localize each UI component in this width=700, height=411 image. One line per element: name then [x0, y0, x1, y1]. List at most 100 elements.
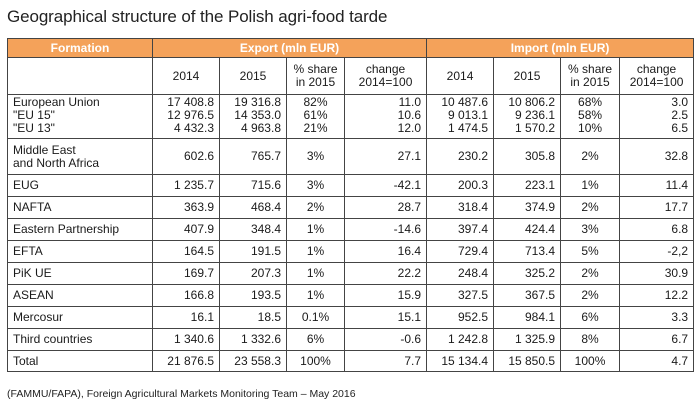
table-row: EUG 1 235.7 715.6 3% -42.1 200.3 223.1 1% 11.4	[7, 174, 695, 197]
cell-import-change: 12.2	[619, 284, 695, 307]
cell-row-label: Third countries	[7, 328, 153, 351]
cell-import-share: 6%	[560, 306, 621, 329]
cell-import-2014: 729.4	[426, 240, 495, 263]
cell-export-share: 0.1%	[286, 306, 345, 329]
subheader-export-change: change 2014=100	[343, 57, 428, 95]
cell-import-2014: 397.4	[426, 218, 495, 241]
cell-import-change: 17.7	[619, 196, 695, 219]
cell-row-label: NAFTA	[7, 196, 153, 219]
source-footnote: (FAMMU/FAPA), Foreign Agricultural Marke…	[7, 388, 356, 400]
total-export-share: 100%	[286, 350, 345, 372]
table-row: Third countries 1 340.6 1 332.6 6% -0.6 1 242…	[7, 328, 695, 351]
cell-export-2014: 363.9	[152, 196, 220, 219]
cell-export-2015: 468.4	[219, 196, 287, 219]
cell-export-2015: 765.7	[219, 138, 287, 175]
total-import-2015: 15 850.5	[493, 350, 562, 372]
table-header-row: Formation Export (mln EUR) Import (mln E…	[7, 38, 695, 58]
cell-export-2015: 348.4	[219, 218, 287, 241]
cell-export-change: 16.4	[343, 240, 428, 263]
subheader-export-share: % share in 2015	[286, 57, 345, 95]
subheader-export-2015: 2015	[219, 57, 287, 95]
cell-export-change: -14.6	[343, 218, 428, 241]
cell-export-share: 3%	[286, 138, 345, 175]
cell-export-share: 3%	[286, 174, 345, 197]
cell-import-2014: 1 242.8	[426, 328, 495, 351]
cell-row-label: PiK UE	[7, 262, 153, 285]
cell-export-2015: 1 332.6	[219, 328, 287, 351]
cell-export-2014: 1 340.6	[152, 328, 220, 351]
cell-import-change: -2,2	[619, 240, 695, 263]
cell-export-share: 82% 61% 21%	[286, 94, 345, 139]
cell-import-2015: 1 325.9	[493, 328, 562, 351]
subheader-import-2014: 2014	[426, 57, 495, 95]
header-formation: Formation	[7, 38, 153, 58]
cell-import-share: 8%	[560, 328, 621, 351]
cell-export-2014: 166.8	[152, 284, 220, 307]
table-row-total: Total 21 876.5 23 558.3 100% 7.7 15 134.…	[7, 350, 695, 372]
table-subheader-row: 2014 2015 % share in 2015 change 2014=10…	[7, 57, 695, 95]
total-export-2014: 21 876.5	[152, 350, 220, 372]
total-export-2015: 23 558.3	[219, 350, 287, 372]
header-export: Export (mln EUR)	[151, 38, 428, 58]
cell-export-2014: 16.1	[152, 306, 220, 329]
subheader-import-share: % share in 2015	[560, 57, 621, 95]
cell-export-2014: 602.6	[152, 138, 220, 175]
subheader-export-2014: 2014	[152, 57, 220, 95]
cell-export-2015: 715.6	[219, 174, 287, 197]
cell-row-label: Middle East and North Africa	[7, 138, 153, 175]
cell-export-change: -0.6	[343, 328, 428, 351]
cell-export-share: 6%	[286, 328, 345, 351]
trade-table: Formation Export (mln EUR) Import (mln E…	[7, 38, 695, 372]
cell-row-label: Mercosur	[7, 306, 153, 329]
cell-export-2015: 207.3	[219, 262, 287, 285]
cell-import-share: 2%	[560, 284, 621, 307]
table-row: PiK UE 169.7 207.3 1% 22.2 248.4 325.2 2% 30.9	[7, 262, 695, 285]
cell-export-2014: 1 235.7	[152, 174, 220, 197]
cell-import-change: 6.7	[619, 328, 695, 351]
cell-export-2014: 407.9	[152, 218, 220, 241]
table-row: ASEAN 166.8 193.5 1% 15.9 327.5 367.5 2% 12.2	[7, 284, 695, 307]
cell-import-2015: 325.2	[493, 262, 562, 285]
cell-row-label: EUG	[7, 174, 153, 197]
cell-export-share: 2%	[286, 196, 345, 219]
cell-import-2014: 230.2	[426, 138, 495, 175]
cell-export-2014: 169.7	[152, 262, 220, 285]
cell-import-share: 2%	[560, 138, 621, 175]
total-import-share: 100%	[560, 350, 621, 372]
table-row: NAFTA 363.9 468.4 2% 28.7 318.4 374.9 2% 17.7	[7, 196, 695, 219]
header-import: Import (mln EUR)	[426, 38, 695, 58]
cell-export-share: 1%	[286, 240, 345, 263]
cell-export-2015: 193.5	[219, 284, 287, 307]
cell-import-change: 3.0 2.5 6.5	[619, 94, 695, 139]
table-row: Mercosur 16.1 18.5 0.1% 15.1 952.5 984.1 6% 3.3	[7, 306, 695, 329]
cell-import-2015: 374.9	[493, 196, 562, 219]
cell-export-2015: 19 316.8 14 353.0 4 963.8	[219, 94, 287, 139]
cell-row-label: European Union "EU 15" "EU 13"	[7, 94, 153, 139]
cell-export-change: 15.1	[343, 306, 428, 329]
cell-export-change: 28.7	[343, 196, 428, 219]
cell-import-2014: 327.5	[426, 284, 495, 307]
cell-import-change: 32.8	[619, 138, 695, 175]
subheader-import-2015: 2015	[493, 57, 562, 95]
cell-import-change: 11.4	[619, 174, 695, 197]
cell-import-2014: 318.4	[426, 196, 495, 219]
cell-export-share: 1%	[286, 262, 345, 285]
cell-import-share: 2%	[560, 262, 621, 285]
cell-row-label: EFTA	[7, 240, 153, 263]
cell-export-2015: 191.5	[219, 240, 287, 263]
cell-import-share: 3%	[560, 218, 621, 241]
table-body: European Union "EU 15" "EU 13" 17 408.8 1…	[7, 94, 695, 351]
cell-import-2015: 424.4	[493, 218, 562, 241]
cell-import-2015: 984.1	[493, 306, 562, 329]
cell-export-change: -42.1	[343, 174, 428, 197]
cell-import-share: 2%	[560, 196, 621, 219]
page-title: Geographical structure of the Polish agr…	[7, 7, 388, 26]
total-label: Total	[7, 350, 153, 372]
cell-export-share: 1%	[286, 218, 345, 241]
table-row: European Union "EU 15" "EU 13" 17 408.8 1…	[7, 94, 695, 139]
cell-import-2015: 10 806.2 9 236.1 1 570.2	[493, 94, 562, 139]
cell-row-label: ASEAN	[7, 284, 153, 307]
total-import-change: 4.7	[619, 350, 695, 372]
cell-export-change: 22.2	[343, 262, 428, 285]
cell-import-share: 68% 58% 10%	[560, 94, 621, 139]
